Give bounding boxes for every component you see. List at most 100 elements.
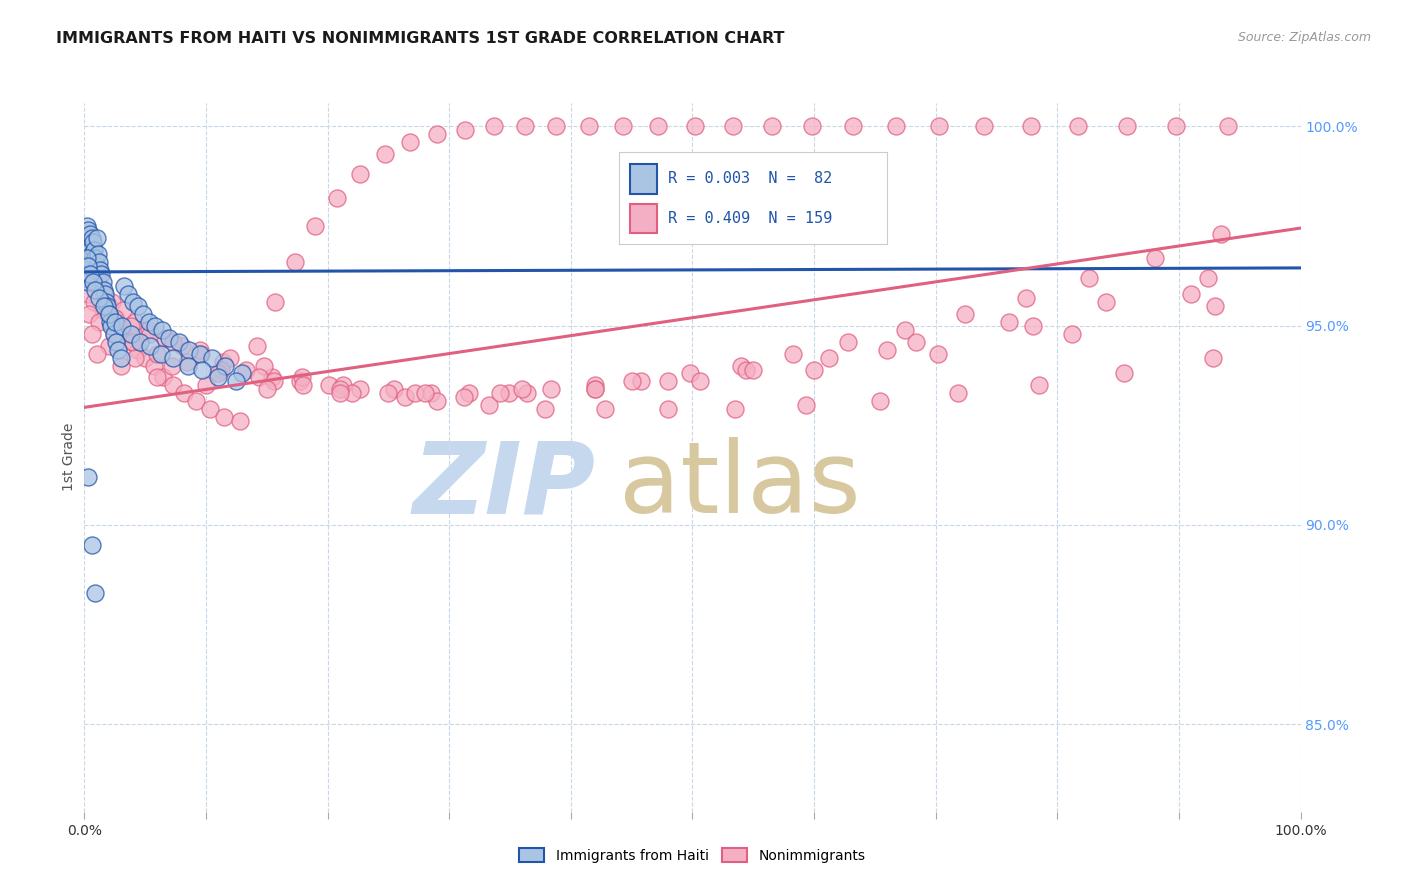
Point xyxy=(129,334,152,349)
Point xyxy=(162,378,184,392)
Point xyxy=(340,386,363,401)
Point xyxy=(77,286,100,301)
Point xyxy=(219,351,242,365)
Point xyxy=(198,402,221,417)
Text: Source: ZipAtlas.com: Source: ZipAtlas.com xyxy=(1237,31,1371,45)
Point xyxy=(377,386,399,401)
Point xyxy=(75,271,97,285)
Point xyxy=(90,283,112,297)
Point xyxy=(134,351,156,365)
Point xyxy=(1216,120,1239,134)
Point xyxy=(1028,378,1050,392)
Point xyxy=(160,359,183,373)
Point xyxy=(80,326,103,341)
Point xyxy=(86,278,108,293)
Point xyxy=(80,231,103,245)
Point xyxy=(104,334,127,349)
Point xyxy=(953,307,976,321)
Point xyxy=(149,346,172,360)
Point xyxy=(212,354,235,368)
Text: ZIP: ZIP xyxy=(412,437,595,534)
Point xyxy=(120,334,142,349)
Point xyxy=(77,275,100,289)
Point xyxy=(190,346,212,360)
Point xyxy=(1015,291,1038,305)
Point xyxy=(103,326,125,341)
Point xyxy=(453,391,475,405)
Point xyxy=(420,386,443,401)
Point xyxy=(413,386,436,401)
Point xyxy=(1067,120,1090,134)
Point xyxy=(176,354,198,368)
Point xyxy=(93,299,115,313)
Point xyxy=(76,219,98,233)
Point xyxy=(83,294,105,309)
Point xyxy=(905,334,928,349)
Point xyxy=(76,235,98,249)
Point xyxy=(77,307,100,321)
Point xyxy=(100,318,122,333)
Point xyxy=(973,120,995,134)
Point xyxy=(80,538,103,552)
Point xyxy=(77,267,100,281)
Text: IMMIGRANTS FROM HAITI VS NONIMMIGRANTS 1ST GRADE CORRELATION CHART: IMMIGRANTS FROM HAITI VS NONIMMIGRANTS 1… xyxy=(56,31,785,46)
Point xyxy=(349,167,371,181)
Point xyxy=(86,346,108,360)
Point xyxy=(235,362,257,376)
Point xyxy=(80,247,103,261)
Point xyxy=(191,362,214,376)
Point xyxy=(162,334,184,349)
Point xyxy=(583,378,606,392)
Point xyxy=(207,370,229,384)
Point xyxy=(612,120,634,134)
Point xyxy=(77,251,100,265)
Point xyxy=(894,323,917,337)
Point xyxy=(647,120,669,134)
Point xyxy=(97,307,120,321)
Point xyxy=(457,386,479,401)
Point xyxy=(292,378,315,392)
Point xyxy=(124,315,146,329)
Point xyxy=(1114,367,1136,381)
Point xyxy=(246,338,269,352)
Point xyxy=(127,343,149,357)
Point xyxy=(79,227,101,241)
Point xyxy=(76,267,98,281)
Point xyxy=(546,120,568,134)
Point xyxy=(76,263,98,277)
Point xyxy=(82,235,104,249)
Point xyxy=(721,120,744,134)
Point xyxy=(399,136,422,150)
Point xyxy=(842,120,865,134)
Point xyxy=(138,323,160,337)
Point xyxy=(87,275,110,289)
Point xyxy=(110,359,132,373)
Point xyxy=(143,318,166,333)
Point xyxy=(93,286,115,301)
Legend: Immigrants from Haiti, Nonimmigrants: Immigrants from Haiti, Nonimmigrants xyxy=(513,843,872,869)
Point xyxy=(195,378,218,392)
Point xyxy=(127,299,149,313)
Point xyxy=(946,386,969,401)
Point xyxy=(332,378,354,392)
Point xyxy=(77,243,100,257)
Point xyxy=(75,235,97,249)
Point xyxy=(104,310,127,325)
Point xyxy=(264,294,287,309)
Point xyxy=(583,383,606,397)
Point xyxy=(229,414,252,428)
Point xyxy=(534,402,557,417)
Point xyxy=(253,359,276,373)
Point xyxy=(186,394,208,409)
Point xyxy=(1143,251,1166,265)
Point xyxy=(89,263,111,277)
Point xyxy=(122,334,145,349)
Point xyxy=(209,362,232,376)
Point xyxy=(1202,351,1225,365)
Point xyxy=(516,386,538,401)
Point xyxy=(170,338,193,352)
Point xyxy=(173,386,195,401)
Point xyxy=(75,247,97,261)
Point xyxy=(139,326,162,341)
Point xyxy=(304,219,326,233)
